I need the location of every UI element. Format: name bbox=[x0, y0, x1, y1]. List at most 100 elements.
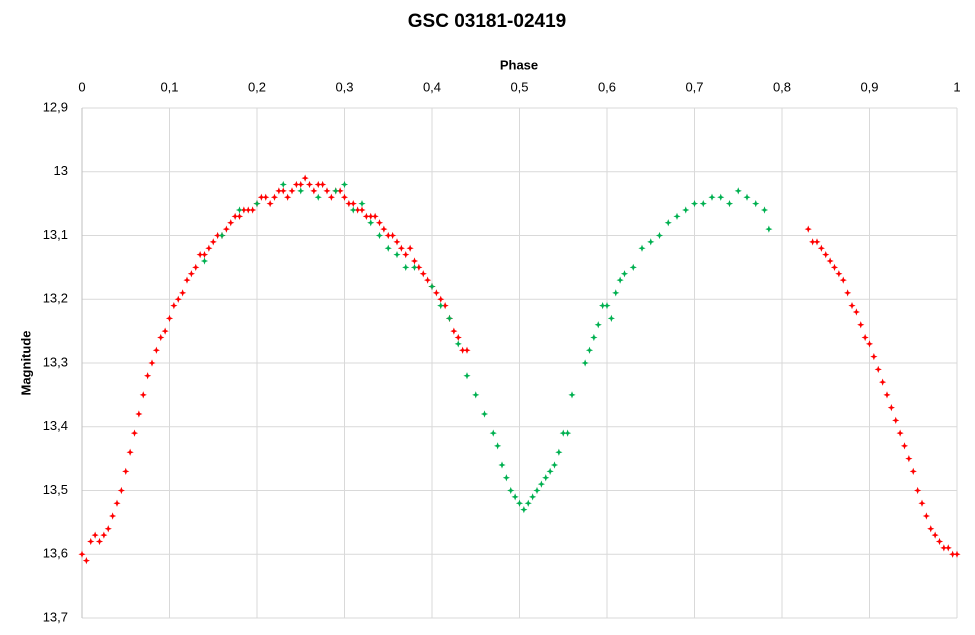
data-point bbox=[826, 257, 834, 265]
x-axis-title: Phase bbox=[500, 57, 538, 72]
data-point bbox=[830, 263, 839, 271]
data-point bbox=[200, 251, 209, 259]
data-point bbox=[179, 289, 187, 297]
data-point bbox=[410, 263, 419, 271]
data-point bbox=[822, 251, 830, 259]
data-point bbox=[953, 550, 961, 558]
data-point bbox=[152, 346, 160, 354]
data-point bbox=[126, 448, 134, 456]
data-point bbox=[546, 467, 554, 475]
x-tick-label: 0,9 bbox=[860, 79, 878, 94]
data-point bbox=[498, 461, 506, 469]
data-point bbox=[144, 372, 152, 380]
data-point bbox=[765, 225, 773, 233]
chart-title: GSC 03181-02419 bbox=[408, 11, 566, 32]
data-point bbox=[760, 206, 769, 214]
data-point bbox=[861, 333, 869, 342]
data-point bbox=[743, 193, 751, 201]
data-point bbox=[555, 448, 563, 456]
data-point bbox=[249, 206, 257, 214]
data-point bbox=[384, 244, 392, 252]
data-point bbox=[550, 461, 559, 469]
y-tick-label: 13,3 bbox=[43, 354, 68, 369]
data-point bbox=[852, 308, 860, 316]
data-point bbox=[410, 257, 419, 265]
data-point bbox=[100, 531, 108, 539]
data-point bbox=[472, 391, 480, 399]
data-point bbox=[599, 302, 607, 310]
x-tick-label: 0,2 bbox=[248, 79, 266, 94]
y-tick-label: 13,2 bbox=[43, 291, 68, 306]
data-point bbox=[529, 493, 537, 501]
data-point bbox=[844, 289, 852, 297]
data-point bbox=[227, 219, 235, 227]
data-point bbox=[594, 321, 602, 329]
data-point bbox=[406, 244, 414, 252]
data-point bbox=[393, 251, 401, 259]
x-tick-label: 0,7 bbox=[685, 79, 703, 94]
data-point bbox=[349, 200, 357, 208]
data-point bbox=[314, 180, 322, 189]
data-point bbox=[432, 289, 440, 297]
data-point bbox=[437, 302, 445, 310]
data-point bbox=[305, 180, 314, 189]
data-point bbox=[389, 231, 397, 240]
data-point bbox=[209, 238, 217, 246]
data-point bbox=[279, 180, 287, 189]
data-point bbox=[424, 276, 432, 284]
data-point bbox=[533, 486, 541, 495]
data-point bbox=[927, 525, 935, 533]
data-point bbox=[918, 499, 926, 507]
data-point bbox=[310, 187, 318, 195]
data-point bbox=[690, 200, 699, 208]
data-point bbox=[218, 231, 226, 240]
data-point bbox=[629, 263, 637, 271]
data-point bbox=[839, 276, 847, 284]
data-point bbox=[214, 231, 222, 240]
data-point bbox=[336, 187, 344, 195]
data-point bbox=[883, 391, 891, 399]
data-point bbox=[345, 200, 353, 208]
data-point bbox=[537, 480, 545, 488]
data-point bbox=[502, 474, 510, 482]
data-point bbox=[647, 238, 655, 246]
data-point bbox=[354, 206, 362, 214]
data-point bbox=[909, 467, 917, 475]
data-point bbox=[402, 263, 410, 271]
data-point bbox=[949, 550, 957, 558]
data-point bbox=[362, 212, 370, 220]
data-point bbox=[288, 187, 296, 195]
data-point bbox=[507, 486, 515, 495]
data-point bbox=[857, 321, 865, 329]
data-point bbox=[699, 200, 707, 208]
data-point bbox=[494, 442, 502, 450]
data-point bbox=[113, 499, 121, 507]
data-point bbox=[244, 206, 252, 214]
data-point bbox=[480, 410, 489, 418]
data-point bbox=[612, 289, 620, 297]
data-point bbox=[122, 467, 130, 475]
data-point bbox=[813, 238, 821, 246]
data-point bbox=[708, 193, 716, 201]
data-point bbox=[931, 531, 939, 539]
data-point bbox=[603, 302, 611, 310]
x-tick-label: 0 bbox=[78, 79, 85, 94]
x-tick-label: 0,3 bbox=[335, 79, 353, 94]
data-point bbox=[161, 327, 169, 335]
x-tick-label: 0,6 bbox=[598, 79, 616, 94]
data-point bbox=[235, 206, 244, 214]
data-point bbox=[235, 212, 244, 220]
data-point bbox=[607, 314, 615, 322]
data-point bbox=[520, 506, 528, 514]
data-point bbox=[358, 200, 366, 208]
data-point bbox=[340, 180, 349, 189]
data-point bbox=[581, 359, 589, 367]
data-point bbox=[266, 200, 274, 208]
data-point bbox=[879, 378, 887, 386]
data-point bbox=[437, 295, 445, 303]
data-point bbox=[187, 270, 195, 278]
data-point bbox=[428, 282, 436, 291]
data-point bbox=[87, 537, 95, 546]
data-point bbox=[940, 544, 948, 552]
